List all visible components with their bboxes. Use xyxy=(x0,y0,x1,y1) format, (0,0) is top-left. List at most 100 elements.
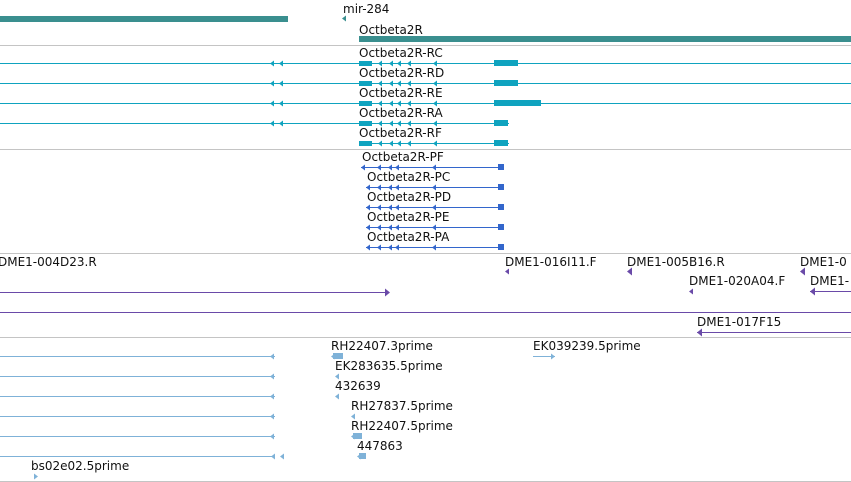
strand-arrow-left[interactable] xyxy=(407,100,411,107)
strand-arrow-left[interactable] xyxy=(395,224,399,231)
strand-arrow-left[interactable] xyxy=(270,433,274,440)
transcript-exon[interactable] xyxy=(359,121,372,126)
strand-arrow-left[interactable] xyxy=(270,373,274,380)
protein-exon[interactable] xyxy=(498,164,504,170)
strand-arrow-left[interactable] xyxy=(270,80,274,87)
strand-arrow-left[interactable] xyxy=(388,224,392,231)
strand-arrow-left[interactable] xyxy=(378,80,382,87)
strand-arrow-left[interactable] xyxy=(433,60,437,67)
gene-label-mir-284[interactable]: mir-284 xyxy=(343,2,390,16)
strand-arrow-left[interactable] xyxy=(361,164,365,171)
strand-arrow-left[interactable] xyxy=(397,60,401,67)
strand-arrow-left[interactable] xyxy=(389,140,393,147)
strand-arrow-left[interactable] xyxy=(279,60,283,67)
clone-label[interactable]: DME1-017F15 xyxy=(697,315,782,329)
transcript-exon[interactable] xyxy=(494,100,541,106)
strand-arrow-left[interactable] xyxy=(270,120,274,127)
strand-arrow-left[interactable] xyxy=(432,224,436,231)
strand-arrow-left[interactable] xyxy=(395,184,399,191)
est-label[interactable]: 432639 xyxy=(335,379,381,393)
strand-arrow-left[interactable] xyxy=(366,244,370,251)
strand-arrow-left[interactable] xyxy=(432,164,436,171)
transcript-label[interactable]: Octbeta2R-RC xyxy=(359,46,443,60)
clone-label[interactable]: DME1-004D23.R xyxy=(0,255,97,269)
strand-arrow-left[interactable] xyxy=(432,244,436,251)
clone-label[interactable]: DME1-016I11.F xyxy=(505,255,597,269)
clone-label[interactable]: DME1-020A04.F xyxy=(689,274,786,288)
strand-arrow-left[interactable] xyxy=(433,140,437,147)
strand-arrow-left[interactable] xyxy=(697,328,702,337)
strand-arrow-left[interactable] xyxy=(366,224,370,231)
protein-label[interactable]: Octbeta2R-PD xyxy=(367,190,452,204)
strand-arrow-left[interactable] xyxy=(378,60,382,67)
strand-arrow-left[interactable] xyxy=(280,453,284,460)
strand-arrow-left[interactable] xyxy=(627,267,632,276)
strand-arrow-left[interactable] xyxy=(342,15,346,22)
protein-exon[interactable] xyxy=(498,184,504,190)
transcript-label[interactable]: Octbeta2R-RA xyxy=(359,106,443,120)
strand-arrow-left[interactable] xyxy=(505,268,509,275)
strand-arrow-left[interactable] xyxy=(433,100,437,107)
protein-label[interactable]: Octbeta2R-PE xyxy=(367,210,450,224)
clone-label[interactable]: DME1- xyxy=(810,274,850,288)
strand-arrow-left[interactable] xyxy=(397,120,401,127)
strand-arrow-left[interactable] xyxy=(397,80,401,87)
strand-arrow-left[interactable] xyxy=(389,80,393,87)
transcript-exon[interactable] xyxy=(494,80,518,86)
strand-arrow-left[interactable] xyxy=(388,244,392,251)
est-label[interactable]: RH22407.5prime xyxy=(351,419,453,433)
strand-arrow-left[interactable] xyxy=(407,80,411,87)
est-label[interactable]: EK039239.5prime xyxy=(533,339,641,353)
est-block[interactable] xyxy=(359,453,366,459)
strand-arrow-left[interactable] xyxy=(433,120,437,127)
protein-exon[interactable] xyxy=(498,204,504,210)
protein-label[interactable]: Octbeta2R-PA xyxy=(367,230,450,244)
gene-block-left[interactable] xyxy=(0,16,288,22)
strand-arrow-left[interactable] xyxy=(378,120,382,127)
strand-arrow-left[interactable] xyxy=(407,140,411,147)
strand-arrow-left[interactable] xyxy=(270,60,274,67)
strand-arrow-left[interactable] xyxy=(366,204,370,211)
strand-arrow-left[interactable] xyxy=(395,204,399,211)
strand-arrow-left[interactable] xyxy=(388,204,392,211)
est-label[interactable]: EK283635.5prime xyxy=(335,359,443,373)
protein-exon[interactable] xyxy=(498,244,504,250)
strand-arrow-left[interactable] xyxy=(395,164,399,171)
strand-arrow-left[interactable] xyxy=(270,393,274,400)
transcript-label[interactable]: Octbeta2R-RF xyxy=(359,126,442,140)
strand-arrow-left[interactable] xyxy=(689,288,693,295)
strand-arrow-left[interactable] xyxy=(377,164,381,171)
gene-block-octbeta2r[interactable] xyxy=(359,36,851,42)
est-label[interactable]: RH27837.5prime xyxy=(351,399,453,413)
strand-arrow-left[interactable] xyxy=(407,60,411,67)
clone-label[interactable]: DME1-0 xyxy=(800,255,847,269)
strand-arrow-right[interactable] xyxy=(385,288,390,297)
strand-arrow-right[interactable] xyxy=(551,353,555,360)
transcript-exon[interactable] xyxy=(494,140,508,146)
transcript-exon[interactable] xyxy=(359,101,372,106)
strand-arrow-left[interactable] xyxy=(377,204,381,211)
strand-arrow-left[interactable] xyxy=(377,224,381,231)
strand-arrow-left[interactable] xyxy=(433,80,437,87)
strand-arrow-left[interactable] xyxy=(397,140,401,147)
strand-arrow-left[interactable] xyxy=(335,373,339,380)
strand-arrow-right[interactable] xyxy=(34,473,38,480)
strand-arrow-left[interactable] xyxy=(800,267,805,276)
strand-arrow-left[interactable] xyxy=(407,120,411,127)
strand-arrow-left[interactable] xyxy=(270,413,274,420)
transcript-exon[interactable] xyxy=(359,61,372,66)
strand-arrow-left[interactable] xyxy=(377,244,381,251)
strand-arrow-left[interactable] xyxy=(378,100,382,107)
strand-arrow-left[interactable] xyxy=(331,353,335,360)
strand-arrow-left[interactable] xyxy=(351,413,355,420)
strand-arrow-left[interactable] xyxy=(389,60,393,67)
est-block[interactable] xyxy=(353,433,362,439)
strand-arrow-left[interactable] xyxy=(389,100,393,107)
strand-arrow-left[interactable] xyxy=(279,80,283,87)
strand-arrow-left[interactable] xyxy=(279,100,283,107)
protein-exon[interactable] xyxy=(498,224,504,230)
est-block[interactable] xyxy=(333,353,343,359)
strand-arrow-left[interactable] xyxy=(378,140,382,147)
strand-arrow-left[interactable] xyxy=(388,184,392,191)
transcript-exon[interactable] xyxy=(359,81,372,86)
